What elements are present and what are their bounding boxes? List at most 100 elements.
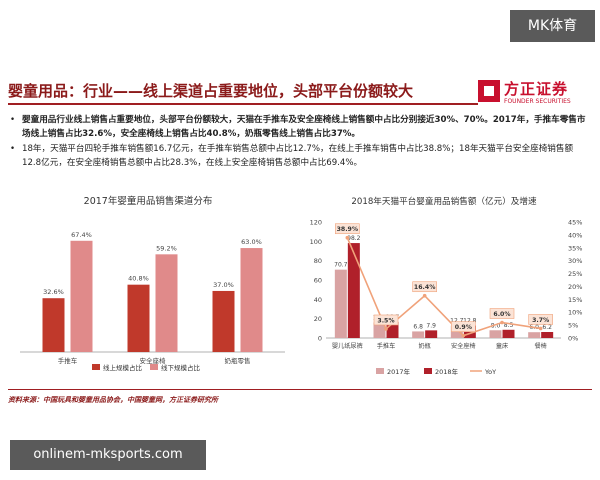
data-label: 6.8	[413, 323, 423, 330]
yoy-point	[384, 327, 388, 331]
bar	[155, 254, 178, 352]
bullet-item: 婴童用品行业线上销售占重要地位，头部平台份额较大，天猫在手推车及安全座椅线上销售…	[10, 114, 590, 141]
chart-title: 2018年天猫平台婴童用品销售额（亿元）及增速	[351, 195, 537, 207]
brand-name: 方正证券	[504, 80, 569, 98]
yoy-point	[538, 326, 543, 331]
yoy-label-box	[373, 314, 399, 326]
brand-name-en: FOUNDER SECURITIES	[504, 98, 571, 105]
x-tick-label: 手推车	[377, 342, 396, 350]
data-label: 63.0%	[241, 238, 262, 246]
y2-tick-label: 15%	[568, 296, 582, 304]
bullet-bold-text: 婴童用品行业线上销售占重要地位，头部平台份额较大，天猫在手推车及安全座椅线上销售…	[22, 115, 586, 139]
bar	[127, 284, 150, 352]
y2-tick-label: 30%	[568, 257, 582, 265]
legend-label: YoY	[484, 368, 496, 376]
yoy-label: 3.5%	[377, 317, 394, 324]
yoy-point	[345, 235, 350, 240]
legend-label: 线下规模占比	[161, 363, 201, 372]
watermark-top: MK体育	[510, 10, 595, 42]
legend-swatch-2017	[376, 368, 384, 374]
y-tick-label: 0	[318, 335, 322, 343]
bar	[347, 243, 360, 338]
yoy-label: 0.9%	[455, 324, 472, 331]
bar	[373, 322, 386, 338]
x-tick-label: 奶瓶	[418, 342, 430, 350]
data-label: 67.4%	[71, 231, 92, 239]
bar	[502, 329, 515, 338]
data-label: 70.7	[334, 262, 348, 269]
yoy-label: 3.7%	[532, 317, 549, 324]
data-label: 37.0%	[213, 281, 234, 289]
x-tick-label: 婴儿纸尿裤	[332, 342, 363, 350]
x-tick-label: 餐椅	[534, 342, 546, 350]
y-tick-label: 40	[314, 296, 322, 304]
yoy-label-box	[335, 223, 360, 235]
yoy-point	[422, 293, 427, 298]
y2-tick-label: 25%	[568, 270, 582, 278]
bullet-item: 18年，天猫平台四轮手推车销售额16.7亿元，在手推车销售总额中占比12.7%，…	[10, 143, 590, 170]
y2-tick-label: 10%	[568, 309, 582, 317]
page-title: 婴童用品：行业——线上渠道占重要地位，头部平台份额较大	[8, 82, 414, 100]
x-tick-label: 安全座椅	[451, 342, 476, 350]
data-label: 6.2	[542, 324, 552, 331]
bar	[425, 330, 438, 338]
bar	[528, 332, 541, 338]
yoy-label-box	[451, 321, 476, 332]
data-label: 98.2	[347, 235, 361, 242]
legend-swatch-online	[92, 364, 100, 370]
y-tick-label: 60	[314, 277, 322, 285]
y-tick-label: 20	[314, 315, 322, 323]
yoy-label: 6.0%	[493, 311, 510, 318]
yoy-point	[500, 320, 504, 325]
yoy-label-box	[528, 314, 553, 325]
legend-swatch-2018	[424, 368, 432, 374]
yoy-label: 16.4%	[414, 284, 435, 291]
bar	[334, 269, 347, 338]
y-tick-label: 120	[310, 219, 322, 227]
y2-tick-label: 0%	[568, 335, 578, 343]
yoy-label-box	[412, 281, 437, 293]
bar	[42, 298, 65, 352]
source-note: 资料来源：中国玩具和婴童用品协会，中国婴童网，方正证券研究所	[8, 396, 218, 404]
legend-label: 2017年	[387, 367, 411, 376]
y2-tick-label: 20%	[568, 283, 582, 291]
brand-logo: 方正证券 FOUNDER SECURITIES	[478, 78, 596, 112]
summary-bullets: 婴童用品行业线上销售占重要地位，头部平台份额较大，天猫在手推车及安全座椅线上销售…	[10, 114, 590, 172]
data-label: 8.0	[491, 322, 501, 329]
x-tick-label: 安全座椅	[140, 356, 167, 365]
bar	[489, 330, 502, 338]
yoy-label-box	[489, 308, 515, 319]
bar	[212, 290, 235, 352]
channel-distribution-chart: 2017年婴童用品销售渠道分布 32.6% 67.4% 手推车 40.8% 59.2% 安…	[20, 195, 285, 372]
bar	[541, 332, 554, 338]
yoy-line	[346, 237, 541, 337]
legend-label: 线上规模占比	[103, 363, 143, 372]
source-divider	[8, 389, 592, 390]
x-tick-label: 奶瓶零售	[225, 356, 251, 365]
yoy-point	[461, 333, 466, 338]
data-label: 12.8	[463, 318, 477, 325]
y2-tick-label: 40%	[568, 231, 582, 239]
y2-tick-label: 35%	[568, 244, 582, 252]
bar	[412, 331, 425, 338]
x-tick-label: 童床	[496, 342, 508, 350]
y2-tick-label: 5%	[568, 322, 578, 330]
legend-swatch-offline	[150, 364, 158, 370]
y-tick-label: 80	[314, 257, 322, 265]
data-label: 7.9	[426, 322, 436, 329]
watermark-bottom: onlinem-mksports.com	[10, 440, 206, 470]
data-label: 32.6%	[43, 288, 64, 296]
yoy-label: 38.9%	[337, 226, 358, 233]
x-tick-label: 手推车	[58, 356, 78, 365]
bar	[70, 240, 93, 352]
data-label: 8.5	[504, 322, 514, 329]
bullet-text: 18年，天猫平台四轮手推车销售额16.7亿元，在手推车销售总额中占比12.7%，…	[22, 144, 574, 168]
data-label: 40.8%	[128, 275, 149, 283]
data-label: 59.2%	[156, 244, 177, 252]
bar	[240, 248, 263, 352]
legend: 线上规模占比 线下规模占比	[92, 363, 201, 372]
chart-title: 2017年婴童用品销售渠道分布	[84, 195, 213, 207]
legend-label: 2018年	[435, 367, 459, 376]
legend: 2017年 2018年 YoY	[376, 367, 496, 376]
brand-mark-icon	[478, 80, 500, 102]
